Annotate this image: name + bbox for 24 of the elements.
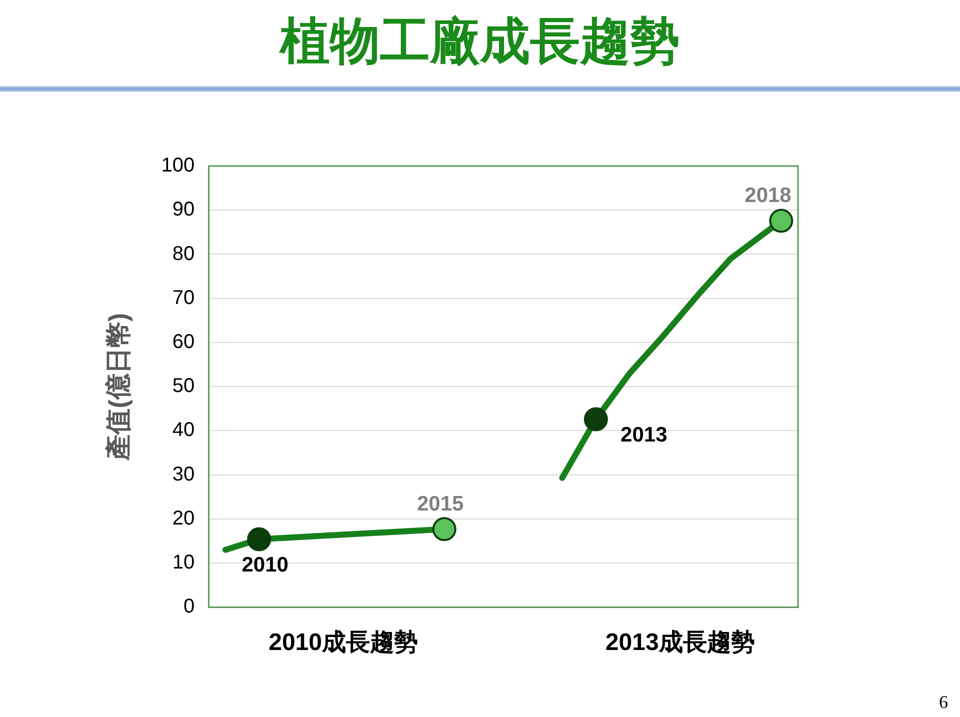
x-tick-label: 2013成長趨勢 [605,629,755,656]
annotation: 2013 [620,424,668,447]
y-tick-label: 100 [161,154,195,177]
y-tick-label: 70 [172,286,195,309]
y-tick-label: 20 [172,507,195,530]
y-tick-label: 80 [172,242,195,265]
y-axis-title: 產值(億日幣) [102,312,133,462]
y-tick-label: 10 [172,552,195,574]
y-tick-label: 40 [172,419,195,442]
annotation: 2015 [416,492,464,516]
y-tick-label: 50 [172,375,195,398]
chart-title: 植物工廠成長趨勢 [278,12,681,71]
y-tick-label: 30 [172,463,195,486]
point [247,527,272,552]
text: 6 [939,692,948,713]
y-tick-label: 0 [183,596,195,618]
point [584,407,608,432]
annotation: 2018 [744,184,792,208]
y-tick-label: 60 [172,330,195,353]
annotation: 2010 [242,554,288,577]
y-tick-label: 90 [172,198,195,221]
point [769,208,794,233]
point [432,517,456,542]
x-tick-label: 2010成長趨勢 [268,629,418,656]
